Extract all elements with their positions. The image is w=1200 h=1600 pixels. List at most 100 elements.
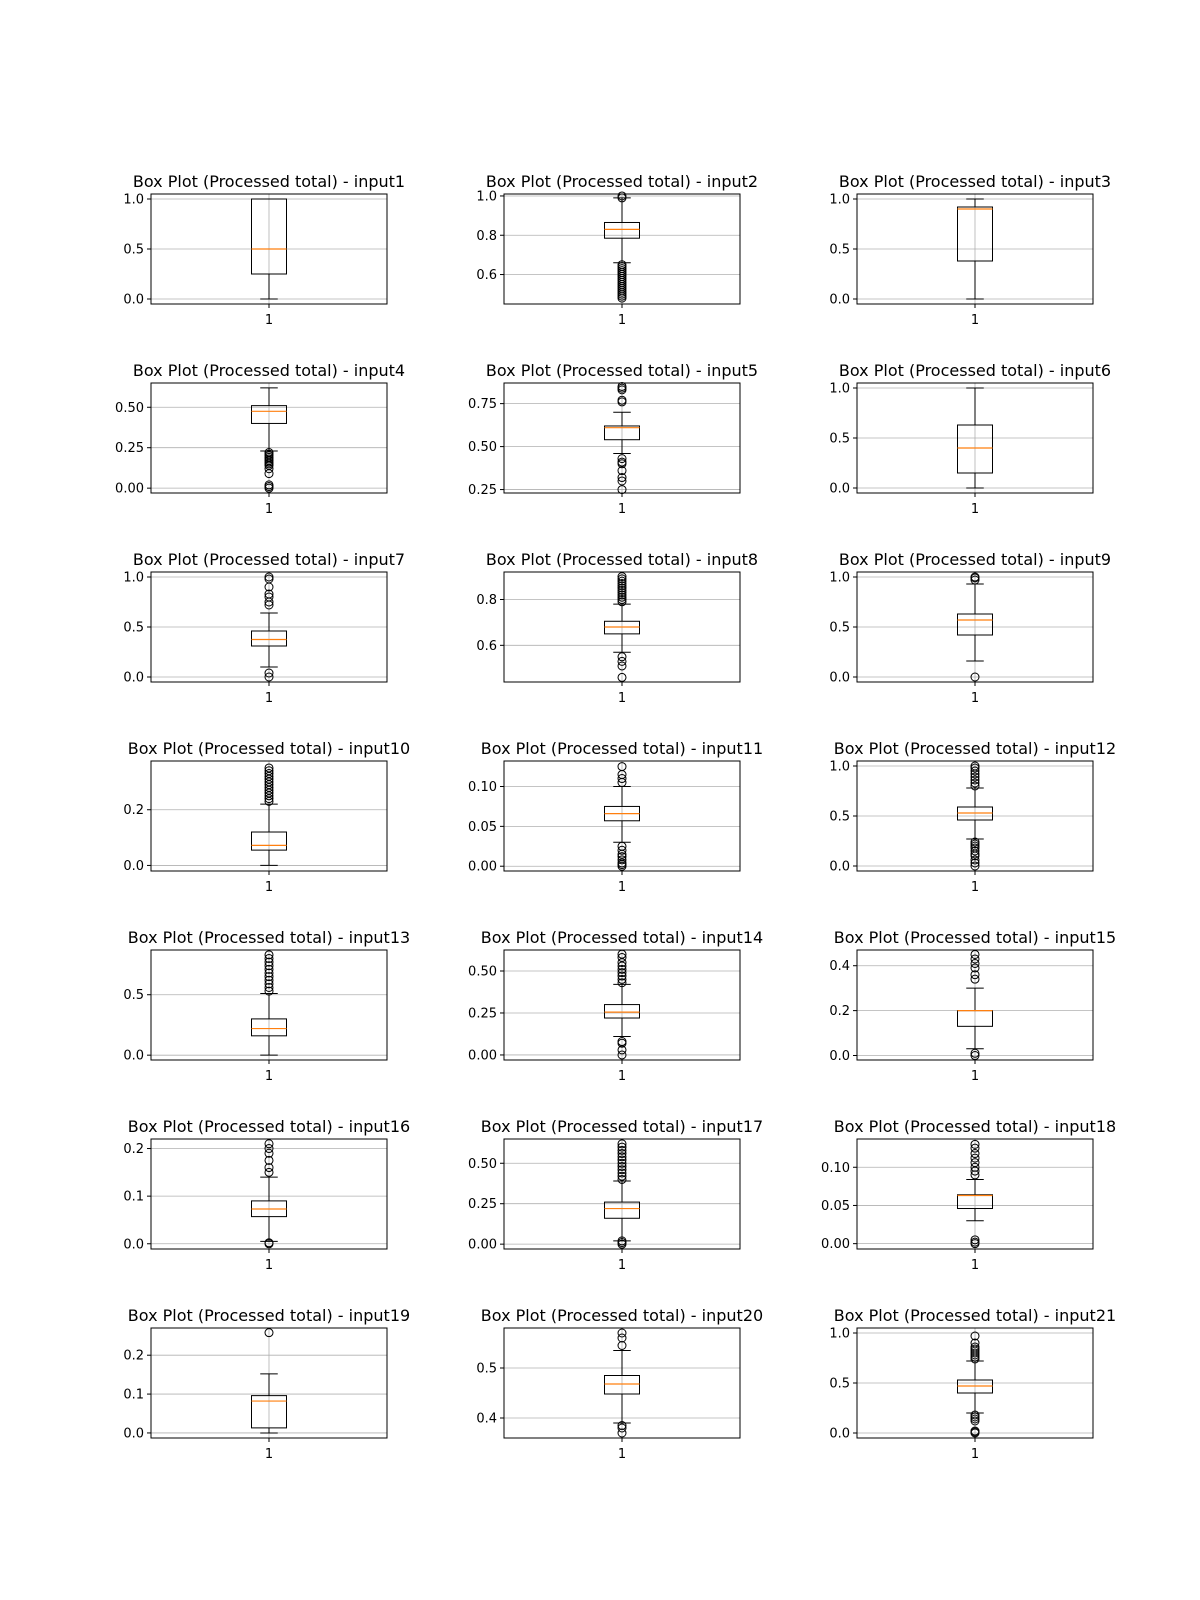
iqr-box xyxy=(251,198,287,275)
y-tick-label: 0.0 xyxy=(123,293,144,308)
panel-title: Box Plot (Processed total) - input9 xyxy=(839,550,1111,569)
y-tick-label: 0.25 xyxy=(468,483,497,498)
outlier-point xyxy=(617,968,627,978)
x-tick-label: 1 xyxy=(971,1258,979,1273)
panel-title: Box Plot (Processed total) - input12 xyxy=(834,739,1116,758)
outlier-point xyxy=(264,668,274,678)
panel-title: Box Plot (Processed total) - input3 xyxy=(839,172,1111,191)
y-tick-label: 0.5 xyxy=(829,432,850,447)
y-tick-label: 0.50 xyxy=(468,440,497,455)
y-tick-label: 0.50 xyxy=(468,964,497,979)
x-tick-label: 1 xyxy=(618,880,626,895)
y-tick-label: 0.0 xyxy=(829,1427,850,1442)
outlier-point xyxy=(617,1236,627,1246)
outlier-point xyxy=(970,1139,980,1149)
outlier-point xyxy=(617,964,627,974)
y-tick-label: 0.0 xyxy=(829,671,850,686)
y-tick-label: 1.0 xyxy=(829,571,850,586)
outlier-point xyxy=(970,837,980,847)
iqr-box xyxy=(604,1375,640,1395)
box-plot-panel-3: Box Plot (Processed total) - input3 0.0 0.… xyxy=(829,172,1111,328)
panel-title: Box Plot (Processed total) - input4 xyxy=(133,361,405,380)
outlier-point xyxy=(264,982,274,992)
outlier-point xyxy=(617,1423,627,1433)
iqr-box xyxy=(251,1018,287,1037)
outlier-point xyxy=(617,457,627,467)
outlier-point xyxy=(617,191,627,201)
outlier-point xyxy=(264,672,274,682)
x-tick-label: 1 xyxy=(265,1447,273,1462)
iqr-box xyxy=(251,1395,287,1429)
box-plot-panel-18: Box Plot (Processed total) - input18 0.00… xyxy=(821,1117,1116,1273)
outlier-point xyxy=(970,772,980,782)
y-tick-label: 0.5 xyxy=(123,988,144,1003)
outlier-point xyxy=(617,774,627,784)
outlier-point xyxy=(970,1048,980,1058)
outlier-point xyxy=(264,1167,274,1177)
box-plot-panel-4: Box Plot (Processed total) - input4 0.00 0… xyxy=(115,361,405,517)
outlier-point xyxy=(617,572,627,582)
outlier-point xyxy=(264,1238,274,1248)
panel-title: Box Plot (Processed total) - input16 xyxy=(128,1117,410,1136)
outlier-point xyxy=(264,589,274,599)
box-plot-panel-16: Box Plot (Processed total) - input16 0.0 0… xyxy=(123,1117,410,1273)
y-tick-label: 0.0 xyxy=(123,1237,144,1252)
panel-title: Box Plot (Processed total) - input6 xyxy=(839,361,1111,380)
iqr-box xyxy=(604,221,640,239)
x-tick-label: 1 xyxy=(971,1069,979,1084)
iqr-box xyxy=(604,1004,640,1019)
panel-title: Box Plot (Processed total) - input11 xyxy=(481,739,763,758)
outlier-point xyxy=(617,1171,627,1181)
y-tick-label: 0.5 xyxy=(829,1377,850,1392)
y-tick-label: 0.75 xyxy=(468,397,497,412)
outlier-point xyxy=(617,1421,627,1430)
x-tick-label: 1 xyxy=(618,1258,626,1273)
box-plot-panel-19: Box Plot (Processed total) - input19 0.0 0… xyxy=(123,1306,410,1462)
x-tick-label: 1 xyxy=(971,880,979,895)
y-tick-label: 0.6 xyxy=(476,268,497,283)
outlier-point xyxy=(970,1331,980,1341)
panel-title: Box Plot (Processed total) - input15 xyxy=(834,928,1116,947)
iqr-box xyxy=(251,630,287,647)
outlier-point xyxy=(617,260,627,270)
y-tick-label: 0.8 xyxy=(476,229,497,244)
y-tick-label: 0.5 xyxy=(829,810,850,825)
panel-title: Box Plot (Processed total) - input18 xyxy=(834,1117,1116,1136)
outlier-point xyxy=(264,961,274,971)
y-tick-label: 1.0 xyxy=(829,382,850,397)
outlier-point xyxy=(617,578,627,588)
y-tick-label: 0.50 xyxy=(115,401,144,416)
outlier-point xyxy=(617,588,627,598)
outlier-point xyxy=(617,1145,627,1155)
y-tick-label: 1.0 xyxy=(476,189,497,204)
outlier-point xyxy=(970,958,980,968)
box-plot-panel-13: Box Plot (Processed total) - input13 0.0 0… xyxy=(123,928,410,1084)
outlier-point xyxy=(617,466,627,476)
outlier-point xyxy=(970,858,980,868)
outlier-point xyxy=(617,841,627,851)
outlier-point xyxy=(970,1338,980,1348)
outlier-point xyxy=(617,1168,627,1178)
outlier-point xyxy=(617,652,627,662)
y-tick-label: 0.50 xyxy=(468,1157,497,1172)
box-plot-panel-5: Box Plot (Processed total) - input5 0.25 0… xyxy=(468,361,758,517)
outlier-point xyxy=(264,1139,274,1149)
y-tick-label: 1.0 xyxy=(123,571,144,586)
outlier-point xyxy=(970,855,980,865)
box-plot-panel-1: Box Plot (Processed total) - input1 0.0 0.… xyxy=(123,172,405,328)
outlier-point xyxy=(617,1155,627,1165)
outlier-point xyxy=(617,1165,627,1175)
outlier-point xyxy=(617,585,627,595)
iqr-box xyxy=(957,424,993,474)
outlier-point xyxy=(970,1149,980,1159)
y-tick-label: 0.0 xyxy=(829,860,850,875)
y-tick-label: 0.5 xyxy=(123,621,144,636)
box-plot-panel-14: Box Plot (Processed total) - input14 0.00… xyxy=(468,928,763,1084)
y-tick-label: 0.25 xyxy=(468,1006,497,1021)
outlier-point xyxy=(617,1037,627,1047)
outlier-point xyxy=(264,572,274,582)
y-tick-label: 0.0 xyxy=(829,293,850,308)
outlier-point xyxy=(264,979,274,989)
box-plot-panel-10: Box Plot (Processed total) - input10 0.0 0… xyxy=(123,739,410,895)
